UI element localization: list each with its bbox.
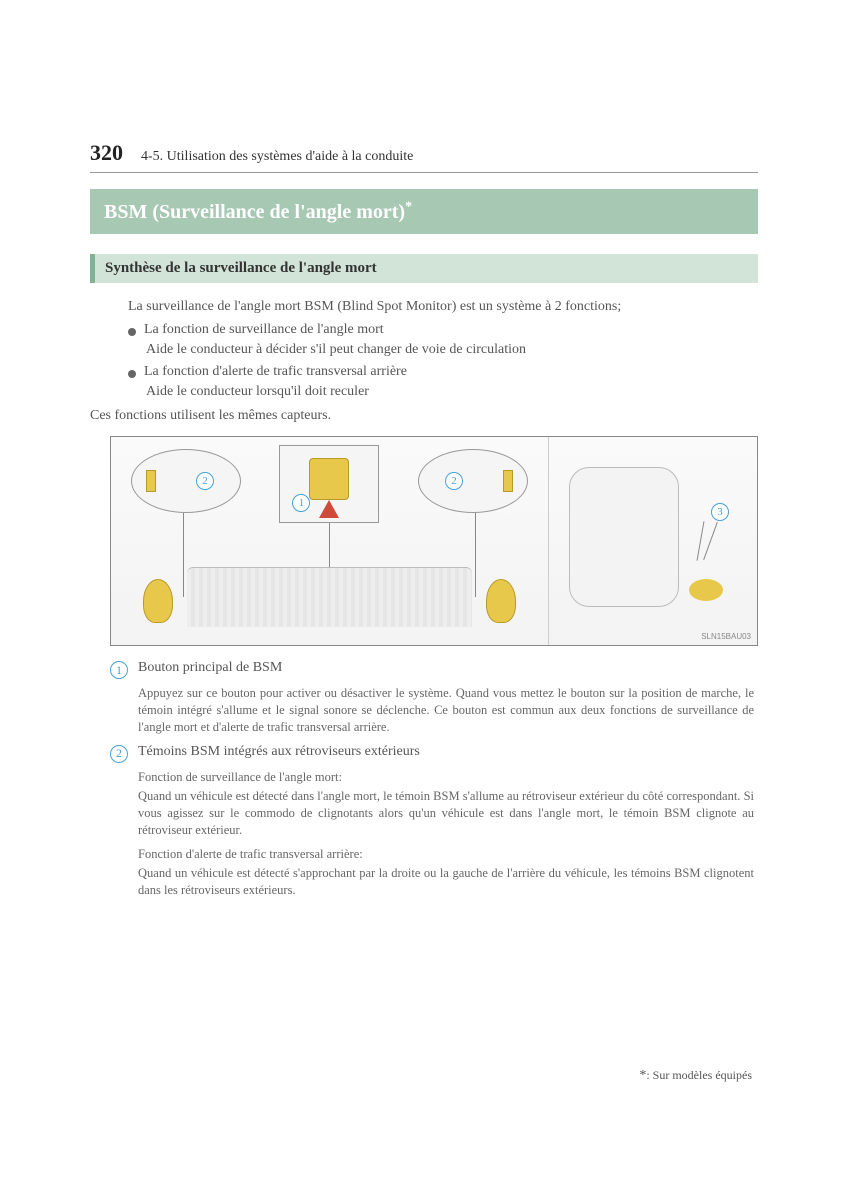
page-title: BSM (Surveillance de l'angle mort)* <box>104 201 412 223</box>
lead-line <box>475 513 476 597</box>
callout-badge-2: 2 <box>445 472 463 490</box>
subsection-bar: Synthèse de la surveillance de l'angle m… <box>90 254 758 283</box>
seat-illustration <box>569 467 679 607</box>
numbered-item-title: Témoins BSM intégrés aux rétroviseurs ex… <box>138 744 420 763</box>
callout-number-icon: 1 <box>110 661 128 679</box>
page-number: 320 <box>90 140 123 166</box>
sensor-icon <box>689 579 723 601</box>
numbered-item: 1 Bouton principal de BSM <box>110 660 754 679</box>
numbered-item-subtitle: Fonction d'alerte de trafic transversal … <box>138 846 754 863</box>
bsm-indicator-icon <box>503 470 513 492</box>
right-mirror-housing-icon <box>486 579 516 623</box>
left-mirror-housing-icon <box>143 579 173 623</box>
callout-badge-3: 3 <box>711 503 729 521</box>
bullet-icon <box>128 328 136 336</box>
callout-badge-2: 2 <box>196 472 214 490</box>
bullet-item: La fonction d'alerte de trafic transvers… <box>128 364 754 380</box>
lead-line <box>703 522 718 560</box>
title-text: BSM (Surveillance de l'angle mort) <box>104 201 405 223</box>
lead-line <box>183 513 184 597</box>
numbered-item: 2 Témoins BSM intégrés aux rétroviseurs … <box>110 744 754 763</box>
numbered-item-desc: Appuyez sur ce bouton pour activer ou dé… <box>138 685 754 736</box>
bullet-icon <box>128 370 136 378</box>
bullet-sub: Aide le conducteur à décider s'il peut c… <box>146 342 754 358</box>
image-reference-code: SLN15BAU03 <box>701 632 751 641</box>
numbered-item-body: Quand un véhicule est détecté dans l'ang… <box>138 788 754 839</box>
bsm-button-icon <box>309 458 349 500</box>
center-button-illustration: 1 <box>279 445 379 523</box>
lead-line <box>697 521 705 561</box>
diagram-dashboard-panel: 2 1 2 <box>111 437 549 645</box>
title-asterisk: * <box>405 199 412 214</box>
header-divider <box>90 172 758 173</box>
right-mirror-illustration: 2 <box>418 449 528 513</box>
callout-badge-1: 1 <box>292 494 310 512</box>
subsection-title: Synthèse de la surveillance de l'angle m… <box>105 260 748 277</box>
title-bar: BSM (Surveillance de l'angle mort)* <box>90 189 758 234</box>
bsm-indicator-icon <box>146 470 156 492</box>
pointer-arrow-icon <box>319 500 339 518</box>
numbered-item-body: Quand un véhicule est détecté s'approcha… <box>138 865 754 899</box>
callout-number-icon: 2 <box>110 745 128 763</box>
after-bullets-text: Ces fonctions utilisent les mêmes capteu… <box>90 408 754 424</box>
footnote-text: : Sur modèles équipés <box>646 1068 752 1082</box>
bullet-title: La fonction d'alerte de trafic transvers… <box>144 364 407 380</box>
numbered-item-subtitle: Fonction de surveillance de l'angle mort… <box>138 769 754 786</box>
diagram-figure: 2 1 2 3 <box>110 436 758 646</box>
left-mirror-illustration: 2 <box>131 449 241 513</box>
dashboard-sketch <box>187 567 472 627</box>
intro-paragraph: La surveillance de l'angle mort BSM (Bli… <box>128 297 754 317</box>
diagram-seat-panel: 3 <box>549 437 757 645</box>
bullet-title: La fonction de surveillance de l'angle m… <box>144 322 384 338</box>
bullet-item: La fonction de surveillance de l'angle m… <box>128 322 754 338</box>
section-path: 4-5. Utilisation des systèmes d'aide à l… <box>141 149 413 165</box>
numbered-item-title: Bouton principal de BSM <box>138 660 282 679</box>
page-header: 320 4-5. Utilisation des systèmes d'aide… <box>90 140 758 166</box>
bullet-sub: Aide le conducteur lorsqu'il doit recule… <box>146 384 754 400</box>
footnote: *: Sur modèles équipés <box>639 1068 752 1084</box>
